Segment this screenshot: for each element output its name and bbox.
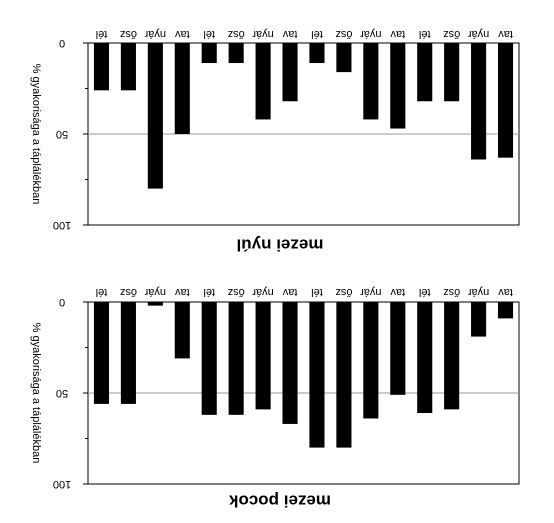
chart-title: mezei nyúl [237,236,324,255]
x-tick-label: tél [203,28,215,40]
x-tick-label: nyár [360,28,382,40]
y-tick-label: 100 [53,219,71,231]
x-tick-label: ősz [228,286,245,298]
bar [390,302,406,395]
x-tick-label: ősz [443,286,460,298]
x-tick-label: tav [390,28,405,40]
bar [120,43,136,91]
y-tick-label: 50 [56,387,68,399]
bar [497,302,514,319]
bar [417,43,433,102]
x-tick-label: ősz [443,28,460,40]
x-tick-label: ősz [228,28,245,40]
x-tick-label: tél [96,286,108,298]
x-tick-label: tav [174,286,189,298]
bar [444,302,460,410]
bar [363,302,379,419]
bar [363,43,379,120]
bar [228,43,244,64]
bar [309,302,325,448]
x-tick-label: nyár [144,28,166,40]
x-tick-label: tél [419,286,431,298]
chart-title: mezei pocok [228,492,331,511]
x-tick-label: tél [419,28,431,40]
bar [201,302,217,415]
x-tick-label: nyár [144,286,166,298]
bar [147,43,163,189]
chart-pocok: 050100tavnyárősztéltavnyárősztéltavnyárő… [30,286,520,511]
y-tick-label: 0 [59,296,65,308]
bar [228,302,244,415]
y-tick-label: 50 [56,128,68,140]
bar [309,43,325,64]
x-tick-label: tél [203,286,215,298]
x-tick-label: tav [498,286,513,298]
bar [417,302,433,414]
x-tick-label: ősz [120,28,137,40]
bar [174,302,190,359]
y-axis-label: % gyakorisága a táplálékban [30,64,42,205]
bar [282,43,298,102]
x-tick-label: tav [174,28,189,40]
bar [120,302,136,404]
y-axis-label: % gyakorisága a táplálékban [30,323,42,464]
bar [282,302,298,424]
bar [390,43,406,129]
y-tick-label: 0 [59,37,65,49]
bar [255,43,271,120]
bar [201,43,217,64]
bar [471,302,487,337]
bar [497,43,514,158]
x-tick-label: nyár [252,28,274,40]
x-tick-label: tél [311,286,323,298]
bar [471,43,487,160]
x-tick-label: tav [390,286,405,298]
x-tick-label: ősz [335,28,352,40]
bar [444,43,460,102]
bar [93,302,110,404]
x-tick-label: nyár [360,286,382,298]
x-tick-label: nyár [252,286,274,298]
bar [336,43,352,73]
bar [255,302,271,410]
x-tick-label: tav [498,28,513,40]
x-tick-label: tél [311,28,323,40]
x-tick-label: tél [96,28,108,40]
y-tick-label: 100 [53,478,71,490]
chart-nyul: 050100tavnyárősztéltavnyárősztéltavnyárő… [30,28,520,255]
x-tick-label: tav [282,28,297,40]
x-tick-label: nyár [468,286,490,298]
x-tick-label: ősz [335,286,352,298]
bar [336,302,352,448]
x-tick-label: nyár [468,28,490,40]
bar [147,302,163,306]
bar [174,43,190,134]
x-tick-label: tav [282,286,297,298]
x-tick-label: ősz [120,286,137,298]
bar [93,43,110,91]
